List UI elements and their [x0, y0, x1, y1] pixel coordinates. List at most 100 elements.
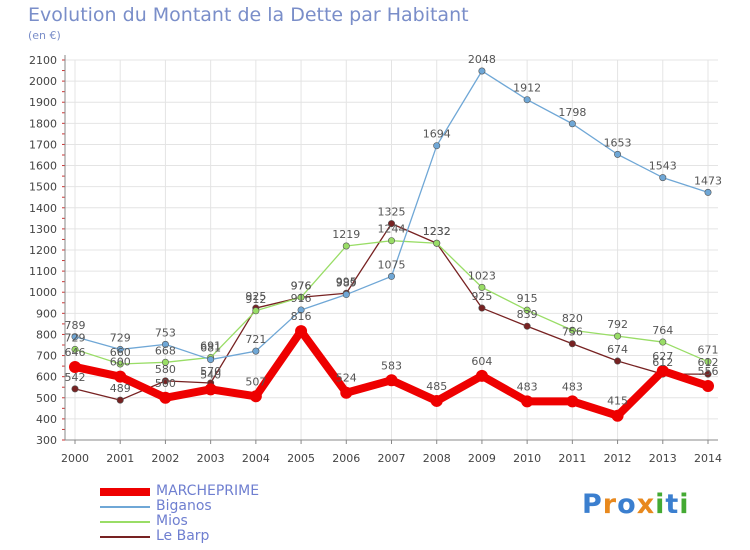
data-label: 721: [245, 333, 266, 346]
data-point: [704, 188, 712, 196]
y-tick-label: 300: [36, 434, 57, 447]
data-label: 753: [155, 326, 176, 339]
data-label: 989: [336, 277, 357, 290]
logo-letter: i: [679, 489, 690, 520]
data-label: 671: [698, 344, 719, 357]
data-label: 415: [607, 395, 628, 408]
logo-letter: o: [617, 489, 637, 520]
data-label: 583: [381, 359, 402, 372]
x-tick-label: 2010: [513, 452, 541, 465]
data-label: 507: [245, 375, 266, 388]
y-tick-label: 1500: [29, 181, 57, 194]
data-point: [249, 390, 262, 403]
data-label: 792: [607, 318, 628, 331]
data-point: [161, 340, 169, 348]
legend-label: Le Barp: [156, 528, 210, 544]
data-label: 925: [471, 290, 492, 303]
data-point: [295, 325, 308, 338]
logo-letter: P: [582, 489, 603, 520]
y-tick-label: 1300: [29, 223, 57, 236]
proxiti-logo: Proxiti: [582, 489, 690, 520]
data-label: 1219: [332, 228, 360, 241]
y-tick-label: 1900: [29, 96, 57, 109]
data-label: 483: [562, 380, 583, 393]
data-label: 600: [110, 356, 131, 369]
y-tick-label: 2000: [29, 75, 57, 88]
data-point: [114, 370, 127, 383]
data-label: 764: [652, 324, 673, 337]
chart-legend: MARCHEPRIME Biganos Mios Le Barp: [100, 484, 259, 544]
legend-swatch: [100, 535, 150, 538]
data-point: [659, 174, 667, 182]
data-label: 580: [155, 363, 176, 376]
data-point: [204, 383, 217, 396]
data-point: [297, 293, 305, 301]
data-label: 1912: [513, 82, 541, 95]
data-label: 681: [200, 342, 221, 355]
data-point: [71, 385, 79, 393]
data-point: [340, 386, 353, 399]
data-label: 1694: [423, 128, 451, 141]
data-point: [430, 394, 443, 407]
data-label: 729: [110, 331, 131, 344]
data-label: 916: [291, 292, 312, 305]
data-point: [475, 369, 488, 382]
data-point: [161, 358, 169, 366]
data-label: 976: [291, 279, 312, 292]
data-point: [159, 391, 172, 404]
data-label: 1473: [694, 174, 722, 187]
data-label: 627: [652, 350, 673, 363]
data-point: [478, 304, 486, 312]
data-point: [478, 67, 486, 75]
data-label: 542: [65, 371, 86, 384]
data-label: 1075: [378, 258, 406, 271]
data-label: 540: [200, 368, 221, 381]
data-point: [659, 338, 667, 346]
data-point: [116, 345, 124, 353]
data-label: 915: [517, 292, 538, 305]
data-label: 820: [562, 312, 583, 325]
data-label: 729: [65, 331, 86, 344]
data-label: 1325: [378, 206, 406, 219]
data-point: [704, 370, 712, 378]
data-point: [116, 360, 124, 368]
data-label: 912: [245, 293, 266, 306]
data-label: 485: [426, 380, 447, 393]
legend-item: Mios: [100, 514, 259, 529]
chart-title: Evolution du Montant de la Dette par Hab…: [28, 4, 469, 26]
y-tick-label: 2100: [29, 54, 57, 67]
x-tick-label: 2005: [287, 452, 315, 465]
data-point: [478, 283, 486, 291]
y-tick-label: 800: [36, 328, 57, 341]
data-label: 646: [65, 346, 86, 359]
data-point: [523, 306, 531, 314]
data-point: [387, 220, 395, 228]
data-point: [702, 379, 714, 392]
data-point: [116, 396, 124, 404]
data-point: [523, 96, 531, 104]
data-label: 1798: [558, 106, 586, 119]
y-tick-label: 1600: [29, 160, 57, 173]
data-label: 976: [291, 279, 312, 292]
y-tick-label: 1400: [29, 202, 57, 215]
data-point: [71, 345, 79, 353]
y-tick-label: 1800: [29, 117, 57, 130]
x-tick-label: 2014: [694, 452, 722, 465]
data-label: 2048: [468, 53, 496, 66]
legend-item: MARCHEPRIME: [100, 484, 259, 499]
data-point: [523, 322, 531, 330]
x-tick-label: 2011: [558, 452, 586, 465]
data-label: 570: [200, 365, 221, 378]
data-label: 1232: [423, 225, 451, 238]
data-point: [297, 306, 305, 314]
x-tick-label: 2013: [649, 452, 677, 465]
data-point: [252, 347, 260, 355]
data-point: [614, 332, 622, 340]
y-tick-label: 400: [36, 413, 57, 426]
chart-subtitle: (en €): [28, 29, 61, 42]
y-tick-label: 900: [36, 307, 57, 320]
legend-swatch: [100, 487, 150, 496]
y-tick-label: 1200: [29, 244, 57, 257]
